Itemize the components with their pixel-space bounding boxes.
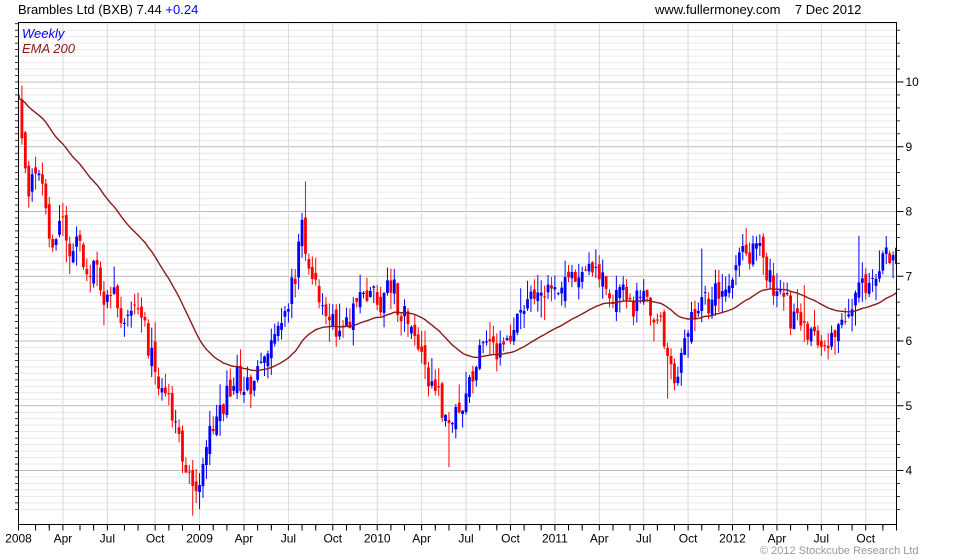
svg-text:2011: 2011	[542, 532, 568, 546]
svg-text:Jul: Jul	[458, 532, 473, 546]
svg-text:Apr: Apr	[590, 532, 609, 546]
svg-text:Oct: Oct	[146, 532, 165, 546]
svg-text:2009: 2009	[186, 532, 213, 546]
svg-text:8: 8	[906, 205, 913, 219]
svg-text:Apr: Apr	[412, 532, 431, 546]
svg-text:4: 4	[906, 464, 913, 478]
svg-text:Jul: Jul	[814, 532, 829, 546]
svg-text:7: 7	[906, 269, 913, 283]
svg-text:Apr: Apr	[768, 532, 787, 546]
svg-text:Apr: Apr	[54, 532, 73, 546]
svg-text:9: 9	[906, 140, 913, 154]
svg-text:Oct: Oct	[856, 532, 875, 546]
svg-text:5: 5	[906, 399, 913, 413]
svg-text:Oct: Oct	[679, 532, 698, 546]
svg-text:Jul: Jul	[281, 532, 296, 546]
svg-text:Oct: Oct	[501, 532, 520, 546]
svg-text:2012: 2012	[719, 532, 746, 546]
svg-text:2010: 2010	[364, 532, 391, 546]
svg-text:6: 6	[906, 334, 913, 348]
svg-text:Jul: Jul	[636, 532, 651, 546]
svg-text:Oct: Oct	[323, 532, 342, 546]
svg-text:Apr: Apr	[235, 532, 254, 546]
svg-text:2008: 2008	[5, 532, 32, 546]
svg-text:Jul: Jul	[100, 532, 115, 546]
svg-text:10: 10	[906, 75, 920, 89]
